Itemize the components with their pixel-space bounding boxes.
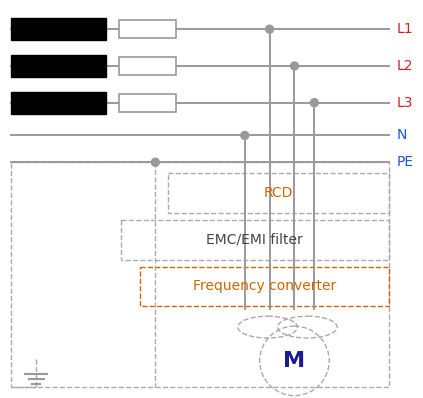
Text: M: M bbox=[283, 351, 305, 371]
Text: L1: L1 bbox=[397, 22, 413, 36]
Bar bbox=[118, 20, 176, 38]
Bar bbox=[121, 220, 389, 259]
Text: RCD: RCD bbox=[264, 186, 293, 200]
Bar bbox=[11, 162, 389, 387]
Circle shape bbox=[266, 25, 274, 33]
Text: EMC/EMI filter: EMC/EMI filter bbox=[206, 233, 303, 247]
Text: L3: L3 bbox=[397, 96, 413, 110]
Circle shape bbox=[310, 99, 318, 107]
Bar bbox=[11, 92, 106, 113]
Text: PE: PE bbox=[397, 155, 414, 169]
Bar bbox=[118, 94, 176, 111]
Text: N: N bbox=[397, 129, 407, 142]
Bar bbox=[140, 267, 389, 306]
Bar bbox=[11, 55, 106, 77]
Text: Frequency converter: Frequency converter bbox=[193, 279, 336, 293]
Bar bbox=[11, 18, 106, 40]
Bar bbox=[168, 173, 389, 213]
Text: L2: L2 bbox=[397, 59, 413, 73]
Circle shape bbox=[151, 158, 159, 166]
Circle shape bbox=[291, 62, 298, 70]
Bar bbox=[118, 57, 176, 75]
Circle shape bbox=[241, 131, 249, 139]
